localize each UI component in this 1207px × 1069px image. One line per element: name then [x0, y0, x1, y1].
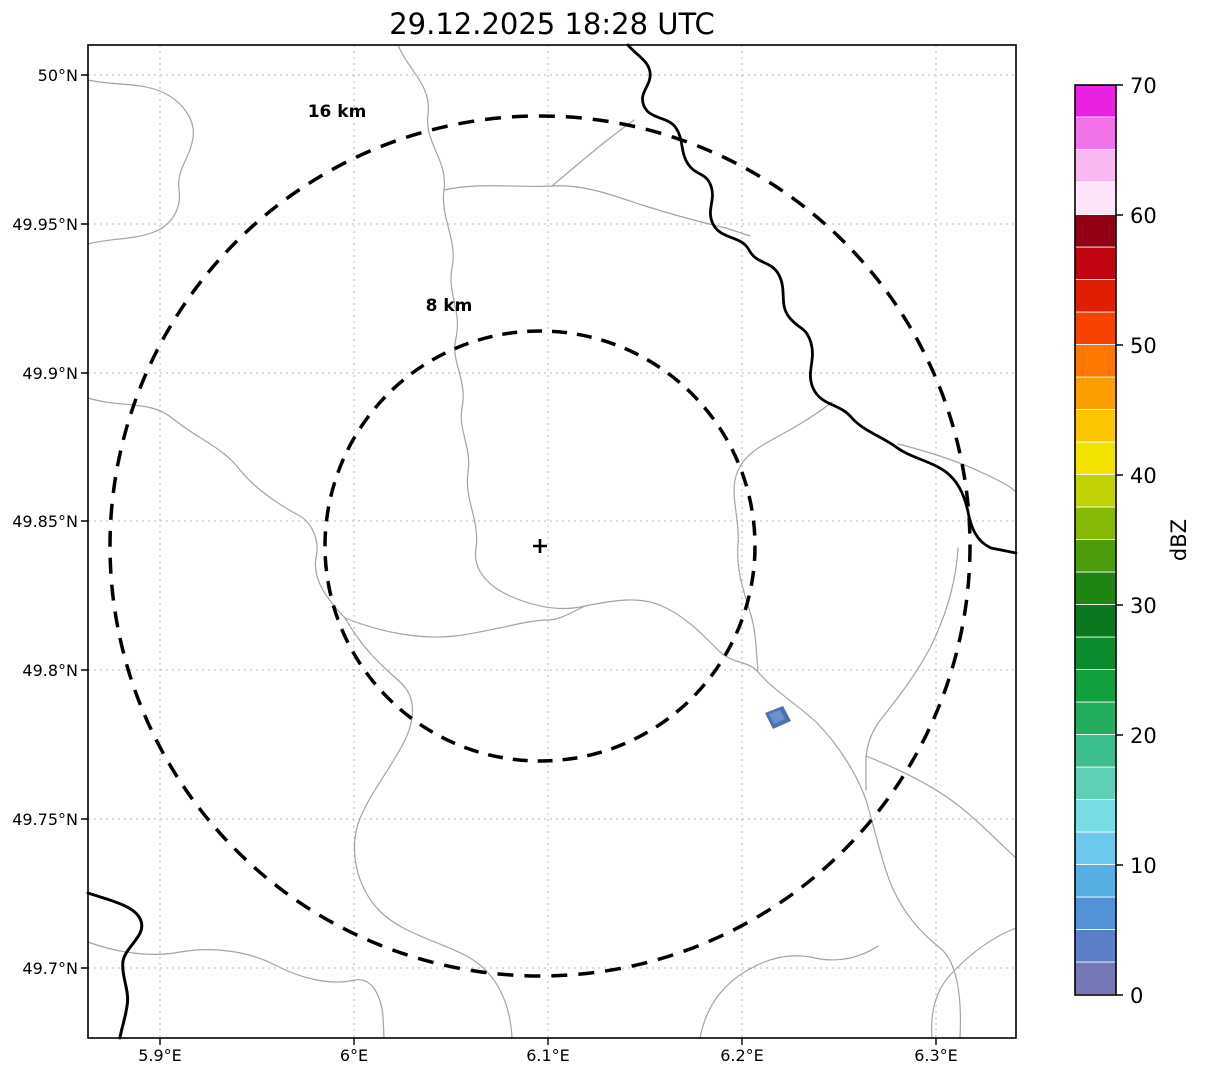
y-tick-label: 49.7°N	[22, 959, 78, 978]
colorbar-frame	[1074, 84, 1117, 996]
colorbar-tick-label: 70	[1130, 74, 1157, 98]
x-tick-label: 6.2°E	[720, 1046, 764, 1065]
radar-center-marker	[533, 539, 547, 553]
boundary-line	[699, 945, 879, 1039]
colorbar-tick-label: 0	[1130, 984, 1143, 1008]
boundary-line	[865, 755, 1017, 859]
colorbar-segment	[1075, 767, 1116, 800]
boundary-line	[87, 941, 385, 1039]
colorbar-segment	[1075, 442, 1116, 475]
boundary-line	[757, 671, 962, 1039]
graticule-grid	[88, 45, 1016, 1038]
colorbar-segment	[1075, 247, 1116, 280]
boundary-line	[443, 185, 751, 237]
colorbar-segment	[1075, 182, 1116, 215]
colorbar-ticks	[1116, 84, 1123, 996]
boundary-line	[397, 44, 586, 610]
colorbar-segment	[1075, 637, 1116, 670]
colorbar-segment	[1075, 215, 1116, 247]
colorbar-segment	[1075, 800, 1116, 832]
colorbar-segment	[1075, 475, 1116, 507]
colorbar-tick-label: 20	[1130, 724, 1157, 748]
radar-echo-cell-light	[769, 710, 785, 724]
colorbar-segments	[1075, 85, 1116, 995]
boundary-line	[897, 443, 1017, 493]
river-northeast	[626, 43, 1018, 555]
colorbar-tick-label: 30	[1130, 594, 1157, 618]
range-ring-label-16km: 16 km	[308, 102, 367, 122]
colorbar-segment	[1075, 897, 1116, 930]
colorbar-segment	[1075, 280, 1116, 312]
colorbar-tick-label: 40	[1130, 464, 1157, 488]
y-tick-label: 49.9°N	[22, 364, 78, 383]
colorbar-segment	[1075, 605, 1116, 637]
y-tick-label: 50°N	[38, 66, 78, 85]
x-tick-label: 6.3°E	[914, 1046, 958, 1065]
colorbar-segment	[1075, 150, 1116, 182]
colorbar-segment	[1075, 962, 1116, 995]
colorbar-segment	[1075, 865, 1116, 897]
radar-echo	[765, 706, 791, 729]
colorbar-tick-label: 60	[1130, 204, 1157, 228]
x-tick-label: 5.9°E	[138, 1046, 182, 1065]
colorbar-tick-label: 50	[1130, 334, 1157, 358]
colorbar-segment	[1075, 702, 1116, 735]
x-tick-label: 6°E	[340, 1046, 368, 1065]
plot-frame	[87, 44, 1017, 1039]
y-tick-label: 49.75°N	[12, 810, 78, 829]
river-layer	[86, 43, 1018, 1040]
colorbar-axis-label: dBZ	[1167, 519, 1191, 561]
x-axis-ticks	[159, 1038, 937, 1045]
y-tick-label: 49.8°N	[22, 661, 78, 680]
plot-title: 29.12.2025 18:28 UTC	[389, 7, 715, 41]
colorbar-segment	[1075, 572, 1116, 605]
colorbar-segment	[1075, 410, 1116, 442]
colorbar-tick-label: 10	[1130, 854, 1157, 878]
y-tick-label: 49.85°N	[12, 512, 78, 531]
y-axis-ticks	[81, 74, 88, 969]
boundary-line	[931, 927, 1017, 1039]
x-tick-label: 6.1°E	[526, 1046, 570, 1065]
boundary-line	[733, 401, 833, 673]
colorbar-segment	[1075, 735, 1116, 767]
range-ring-8km	[323, 329, 757, 763]
boundary-line	[344, 617, 513, 1039]
colorbar-segment	[1075, 85, 1116, 117]
axis-ticks	[81, 74, 937, 1045]
colorbar-segment	[1075, 507, 1116, 540]
boundary-line	[344, 605, 586, 638]
colorbar-segment	[1075, 312, 1116, 345]
boundary-line	[584, 599, 759, 673]
plot-background	[88, 45, 1016, 1038]
river-southwest	[86, 891, 144, 1040]
range-rings	[108, 114, 972, 978]
boundary-line	[865, 547, 959, 791]
colorbar-segment	[1075, 345, 1116, 377]
colorbar-tick-marks	[1116, 84, 1123, 996]
administrative-boundaries	[87, 44, 1017, 1039]
colorbar-segment	[1075, 832, 1116, 865]
boundary-line	[551, 119, 635, 187]
boundary-line	[87, 397, 346, 619]
boundary-line	[87, 79, 194, 245]
colorbar-segment	[1075, 117, 1116, 150]
colorbar-segment	[1075, 540, 1116, 572]
colorbar-segment	[1075, 377, 1116, 410]
colorbar-segment	[1075, 930, 1116, 962]
range-ring-label-8km: 8 km	[426, 296, 473, 316]
y-tick-label: 49.95°N	[12, 215, 78, 234]
colorbar-segment	[1075, 670, 1116, 702]
range-ring-16km	[108, 114, 972, 978]
